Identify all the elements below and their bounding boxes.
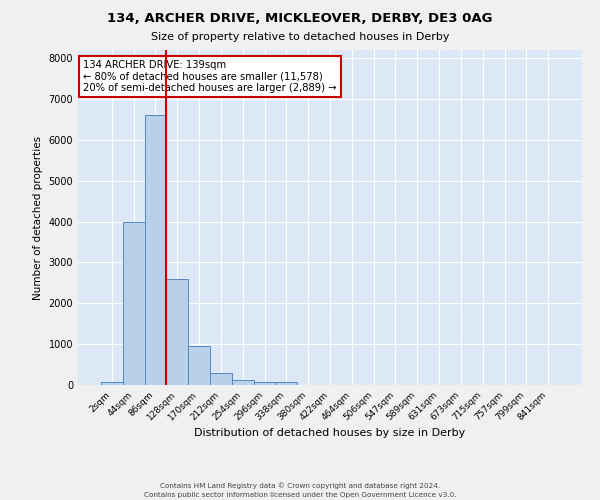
Bar (145, 116, 166, 385)
Text: 134 ARCHER DRIVE: 139sqm
← 80% of detached houses are smaller (11,578)
20% of se: 134 ARCHER DRIVE: 139sqm ← 80% of detach… (83, 60, 337, 93)
Text: Contains HM Land Registry data © Crown copyright and database right 2024.: Contains HM Land Registry data © Crown c… (160, 482, 440, 489)
Bar (123, 222, 145, 385)
Bar (166, 279, 188, 385)
Text: 134, ARCHER DRIVE, MICKLEOVER, DERBY, DE3 0AG: 134, ARCHER DRIVE, MICKLEOVER, DERBY, DE… (107, 12, 493, 26)
Text: Contains public sector information licensed under the Open Government Licence v3: Contains public sector information licen… (144, 492, 456, 498)
Bar (188, 346, 210, 385)
Bar (210, 372, 232, 385)
Bar (254, 382, 275, 385)
Y-axis label: Number of detached properties: Number of detached properties (33, 136, 43, 300)
Bar (101, 382, 123, 385)
Bar (275, 382, 297, 385)
X-axis label: Distribution of detached houses by size in Derby: Distribution of detached houses by size … (194, 428, 466, 438)
Bar (232, 380, 254, 385)
Text: Size of property relative to detached houses in Derby: Size of property relative to detached ho… (151, 32, 449, 42)
